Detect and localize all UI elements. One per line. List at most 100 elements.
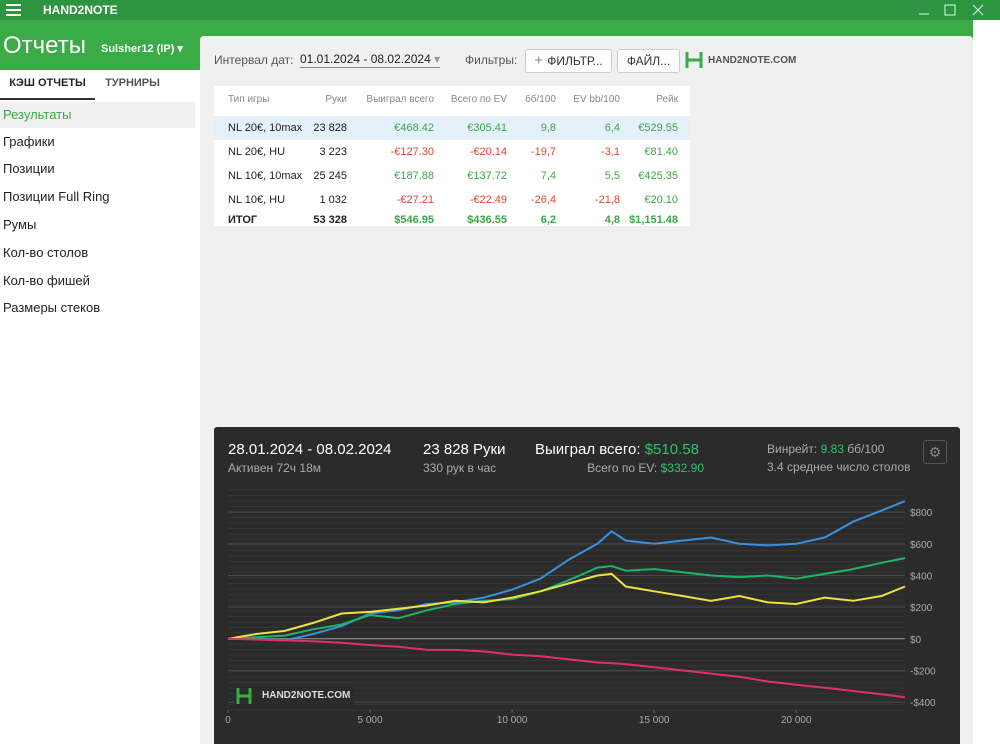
y-tick-label: -$400 bbox=[910, 698, 936, 709]
menu-icon[interactable] bbox=[6, 3, 22, 17]
column-header: EV bb/100 bbox=[573, 94, 620, 105]
column-header: Выиграл всего bbox=[366, 94, 434, 105]
table-cell: NL 10€, HU bbox=[228, 194, 286, 206]
player-select[interactable]: Sulsher12 (IP) ▾ bbox=[101, 43, 183, 55]
x-tick-label: 10 000 bbox=[497, 715, 528, 726]
table-cell: 7,4 bbox=[540, 170, 556, 182]
table-cell: -21,8 bbox=[594, 194, 620, 206]
avg-tables: 3.4 среднее число столов bbox=[767, 460, 911, 474]
table-cell: 3 223 bbox=[319, 146, 347, 158]
column-header: Всего по EV bbox=[450, 94, 507, 105]
table-cell: $1,151.48 bbox=[629, 214, 678, 226]
sidebar-item[interactable]: Кол-во столов bbox=[3, 245, 89, 260]
table-cell: 5,5 bbox=[604, 170, 620, 182]
won-total: Выиграл всего: $510.58 bbox=[535, 441, 699, 458]
section-title: Отчеты bbox=[3, 32, 86, 59]
table-cell: -€27.21 bbox=[396, 194, 434, 206]
y-tick-label: $800 bbox=[910, 508, 933, 519]
table-cell: NL 20€, HU bbox=[228, 146, 286, 158]
table-cell: -€22.49 bbox=[469, 194, 507, 206]
filter-button-text: ФИЛЬТР... bbox=[547, 54, 603, 68]
table-cell: -19,7 bbox=[530, 146, 556, 158]
column-header: Рейк bbox=[656, 94, 678, 105]
table-cell: -€20.14 bbox=[469, 146, 507, 158]
winrate-label: Винрейт: bbox=[767, 442, 818, 456]
y-tick-label: $400 bbox=[910, 571, 933, 582]
ev-value: $332.90 bbox=[660, 461, 704, 475]
table-cell: ИТОГ bbox=[228, 214, 258, 226]
series-line bbox=[228, 500, 906, 642]
table-cell: €468.42 bbox=[394, 122, 434, 134]
filter-button[interactable]: + ФИЛЬТР... bbox=[525, 49, 612, 73]
column-header: бб/100 bbox=[525, 94, 556, 105]
watermark-text: HAND2NOTE.COM bbox=[262, 690, 351, 701]
logo-text: HAND2NOTE.COM bbox=[708, 55, 797, 66]
active-time: Активен 72ч 18м bbox=[228, 461, 321, 475]
sidebar-item[interactable]: Позиции bbox=[3, 161, 55, 176]
watermark: HAND2NOTE.COM bbox=[234, 684, 354, 708]
table-cell: €529.55 bbox=[638, 122, 678, 134]
table-cell: -€127.30 bbox=[390, 146, 434, 158]
date-range-text: 01.01.2024 - 08.02.2024 bbox=[300, 52, 431, 66]
tabs: КЭШ ОТЧЕТЫ ТУРНИРЫ bbox=[0, 70, 195, 100]
tab[interactable]: КЭШ ОТЧЕТЫ bbox=[0, 70, 95, 100]
column-header: Тип игры bbox=[228, 94, 270, 105]
table-cell: 53 328 bbox=[313, 214, 347, 226]
ev-total: Всего по EV: $332.90 bbox=[587, 461, 704, 475]
filters-label: Фильтры: bbox=[465, 53, 518, 67]
hands: 23 828 Руки bbox=[423, 441, 506, 458]
table-cell: -3,1 bbox=[601, 146, 620, 158]
period: 28.01.2024 - 08.02.2024 bbox=[228, 441, 392, 458]
window-controls[interactable] bbox=[915, 4, 995, 16]
hands-per-hour: 330 рук в час bbox=[423, 461, 497, 475]
app-name: HAND2NOTE bbox=[43, 3, 118, 17]
winrate-value: 9.83 bbox=[820, 442, 844, 456]
winrate-unit: бб/100 bbox=[847, 442, 885, 456]
table-cell: -26,4 bbox=[530, 194, 556, 206]
y-tick-label: $200 bbox=[910, 603, 933, 614]
table-cell: $436.55 bbox=[467, 214, 507, 226]
sidebar-item[interactable]: Результаты bbox=[0, 102, 195, 128]
table-cell: 9,8 bbox=[540, 122, 556, 134]
logo-icon bbox=[685, 52, 703, 68]
table-cell: NL 20€, 10max bbox=[228, 122, 303, 134]
results-table: Тип игры Руки Выиграл всего Всего по EV бб/1… bbox=[214, 86, 690, 226]
table-cell: 25 245 bbox=[313, 170, 347, 182]
table-cell: €425.35 bbox=[638, 170, 678, 182]
table-cell: €20.10 bbox=[644, 194, 678, 206]
table-cell: €81.40 bbox=[644, 146, 678, 158]
table-cell: 23 828 bbox=[313, 122, 347, 134]
table-cell: €137.72 bbox=[467, 170, 507, 182]
x-tick-label: 0 bbox=[225, 715, 231, 726]
sidebar-item[interactable]: Позиции Full Ring bbox=[3, 189, 110, 204]
tab[interactable]: ТУРНИРЫ bbox=[105, 77, 160, 89]
settings-button[interactable]: ⚙ bbox=[923, 440, 947, 464]
file-button[interactable]: ФАЙЛ... bbox=[617, 49, 680, 73]
table-cell: 1 032 bbox=[319, 194, 347, 206]
x-tick-label: 20 000 bbox=[781, 715, 812, 726]
chart: $800 $600 $400 $200 $0 -$200 -$400 0 5 000 10 000… bbox=[225, 489, 936, 726]
column-header: Руки bbox=[325, 94, 347, 105]
sidebar-item[interactable]: Размеры стеков bbox=[3, 300, 101, 315]
table-cell: €187.88 bbox=[394, 170, 434, 182]
y-tick-label: -$200 bbox=[910, 666, 936, 677]
table-cell: NL 10€, 10max bbox=[228, 170, 303, 182]
date-range[interactable]: 01.01.2024 - 08.02.2024 ▾ bbox=[300, 52, 441, 68]
table-cell: €305.41 bbox=[467, 122, 507, 134]
y-tick-label: $600 bbox=[910, 540, 933, 551]
sidebar-item[interactable]: Графики bbox=[3, 134, 55, 149]
ev-label: Всего по EV: bbox=[587, 461, 658, 475]
sidebar-item[interactable]: Румы bbox=[3, 217, 37, 232]
series-line bbox=[227, 557, 906, 640]
sidebar-item[interactable]: Кол-во фишей bbox=[3, 273, 90, 288]
date-label: Интервал дат: bbox=[214, 53, 294, 67]
table-cell: $546.95 bbox=[394, 214, 434, 226]
y-tick-label: $0 bbox=[910, 635, 922, 646]
won-value: $510.58 bbox=[644, 441, 699, 458]
table-cell: 4,8 bbox=[604, 214, 620, 226]
x-tick-label: 5 000 bbox=[358, 715, 383, 726]
player-name: Sulsher12 (IP) bbox=[101, 43, 175, 55]
table-cell: 6,4 bbox=[604, 122, 620, 134]
series-line bbox=[227, 637, 906, 699]
